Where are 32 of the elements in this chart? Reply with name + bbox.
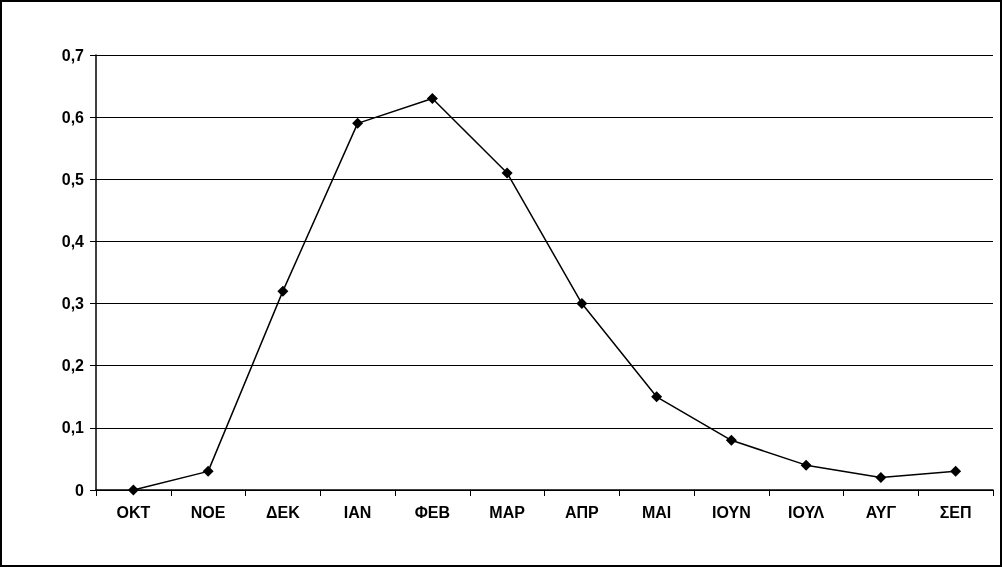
point (277, 285, 289, 297)
point (651, 391, 663, 403)
y-tick-label: 0,4 (61, 232, 85, 250)
y-tick-label: 0 (75, 481, 85, 499)
x-tick-label: ΜΑΙ (641, 503, 672, 521)
x-tick-label: ΣΕΠ (939, 503, 972, 521)
point (725, 434, 737, 446)
point (501, 167, 513, 179)
point (127, 484, 139, 496)
point (352, 117, 364, 129)
x-tick-label: ΙΟΥΝ (712, 503, 751, 521)
point (875, 472, 887, 484)
y-tick-label: 0,6 (61, 108, 85, 126)
point (800, 459, 812, 471)
x-tick-label: ΜΑΡ (489, 503, 526, 521)
x-tick-label: ΙΟΥΛ (787, 503, 825, 521)
y-tick-label: 0,3 (61, 295, 85, 313)
y-tick-label: 0,2 (61, 357, 85, 375)
x-tick-label: ΙΑΝ (343, 503, 372, 521)
x-tick-label: ΔΕΚ (266, 503, 301, 521)
x-tick-label: ΝΟΕ (190, 503, 226, 521)
y-tick-label: 0,7 (61, 46, 85, 64)
point (202, 465, 214, 477)
x-tick-label: ΟΚΤ (116, 503, 151, 521)
point (576, 298, 588, 310)
y-tick-label: 0,1 (61, 419, 85, 437)
y-tick-label: 0,5 (61, 170, 85, 188)
x-tick-label: ΑΥΓ (865, 503, 897, 521)
point (426, 93, 438, 104)
x-tick-label: ΦΕΒ (414, 503, 451, 521)
point (950, 465, 962, 477)
x-tick-label: ΑΠΡ (564, 503, 600, 521)
